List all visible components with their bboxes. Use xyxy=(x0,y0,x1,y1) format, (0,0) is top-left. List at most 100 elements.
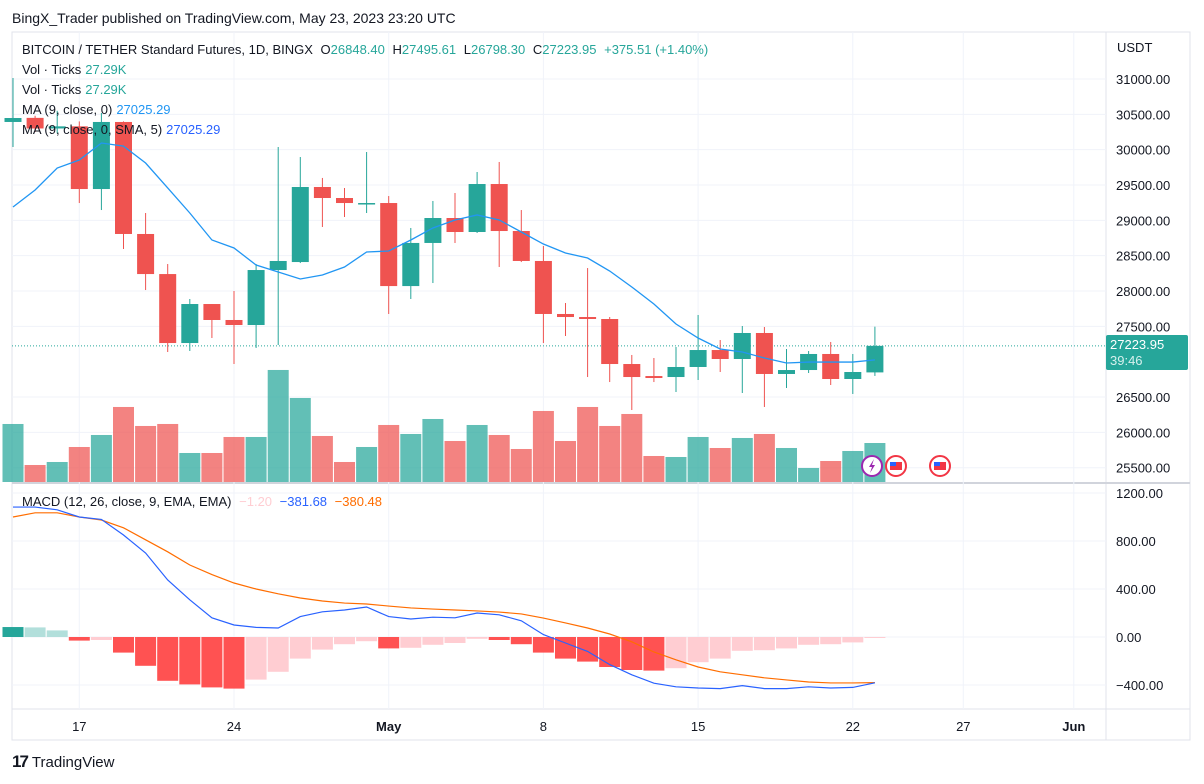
ma-legend-2[interactable]: MA (9, close, 0, SMA, 5) 27025.29 xyxy=(22,122,224,137)
vol-label: Vol · Ticks xyxy=(22,62,82,77)
macd-histogram-bar xyxy=(488,637,510,640)
macd-histogram-bar xyxy=(267,637,289,672)
volume-bar xyxy=(334,461,355,482)
price-tick-label: 26000.00 xyxy=(1116,425,1170,440)
volume-bar xyxy=(532,410,554,482)
currency-label: USDT xyxy=(1117,40,1153,55)
macd-histogram-bar xyxy=(135,637,157,666)
volume-bar xyxy=(90,434,112,482)
macd-histogram-bar xyxy=(356,637,378,642)
macd-histogram-bar xyxy=(621,637,643,670)
macd-histogram-bar xyxy=(311,637,333,650)
candle-body xyxy=(269,260,287,271)
price-tick-label: 30000.00 xyxy=(1116,143,1170,158)
macd-histogram-bar xyxy=(2,627,24,637)
bar-countdown: 39:46 xyxy=(1110,353,1143,368)
price-tick-label: 26500.00 xyxy=(1116,390,1170,405)
volume-bar xyxy=(378,424,400,482)
macd-tick-label: 400.00 xyxy=(1116,582,1156,597)
publish-line: BingX_Trader published on TradingView.co… xyxy=(12,10,456,26)
volume-bar xyxy=(510,448,532,482)
macd-label: MACD (12, 26, close, 9, EMA, EMA) xyxy=(22,494,232,509)
macd-histogram-bar xyxy=(665,637,687,669)
volume-bar xyxy=(753,433,775,482)
candle-body xyxy=(490,184,508,232)
volume-bar xyxy=(400,433,422,482)
macd-tick-label: 0.00 xyxy=(1116,630,1141,645)
macd-legend[interactable]: MACD (12, 26, close, 9, EMA, EMA) −1.20 … xyxy=(22,494,386,509)
price-tick-label: 28500.00 xyxy=(1116,249,1170,264)
volume-bar xyxy=(201,452,223,482)
candle-body xyxy=(92,121,110,190)
ma-line xyxy=(12,142,875,364)
close-label: C xyxy=(532,42,543,57)
vol-value: 27.29K xyxy=(85,62,127,77)
ma-value: 27025.29 xyxy=(166,122,221,137)
close-value: 27223.95 xyxy=(542,42,597,57)
candle-body xyxy=(866,345,884,373)
macd-histogram-bar xyxy=(113,637,134,653)
symbol-title[interactable]: BITCOIN / TETHER Standard Futures, 1D, B… xyxy=(22,42,313,57)
volume-bar xyxy=(444,440,466,482)
volume-bar xyxy=(311,435,333,482)
volume-bar xyxy=(2,423,24,482)
macd-histogram-bar xyxy=(24,627,46,637)
candle-body xyxy=(755,332,773,374)
time-tick-label: 8 xyxy=(540,719,547,734)
macd-histogram-bar xyxy=(444,637,466,643)
low-value: 26798.30 xyxy=(471,42,526,57)
volume-bar xyxy=(820,460,842,482)
macd-histogram-bar xyxy=(90,637,112,640)
macd-histogram-bar xyxy=(201,637,223,688)
macd-histogram-bar xyxy=(798,637,820,645)
volume-bar xyxy=(555,440,576,482)
price-tick-label: 30500.00 xyxy=(1116,107,1170,122)
macd-histogram-bar xyxy=(179,637,201,685)
macd-histogram-bar xyxy=(68,637,90,641)
macd-histogram-bar xyxy=(753,637,775,651)
price-tick-label: 31000.00 xyxy=(1116,72,1170,87)
macd-tick-label: 800.00 xyxy=(1116,534,1156,549)
brand-name: TradingView xyxy=(31,753,115,771)
candle-body xyxy=(468,184,486,233)
macd-line xyxy=(13,506,876,690)
time-tick-label: 24 xyxy=(227,719,241,734)
tv-logo-icon: 17 xyxy=(12,752,29,771)
candle-body xyxy=(579,317,597,319)
candle-body xyxy=(115,121,132,234)
volume-bar xyxy=(356,446,378,482)
candle-body xyxy=(181,304,199,344)
macd-value: −381.68 xyxy=(279,494,328,509)
high-value: 27495.61 xyxy=(401,42,457,57)
candle-body xyxy=(557,313,574,318)
candle-body xyxy=(70,126,88,190)
candle-body xyxy=(358,203,376,205)
volume-bar xyxy=(665,456,687,482)
macd-histogram-bar xyxy=(422,637,444,645)
last-price: 27223.95 xyxy=(1110,337,1165,352)
candle-body xyxy=(667,366,685,378)
candle-body xyxy=(711,350,729,359)
ma-legend-1[interactable]: MA (9, close, 0) 27025.29 xyxy=(22,102,175,117)
candle-body xyxy=(424,218,442,243)
volume-bar xyxy=(135,425,157,482)
candle-body xyxy=(623,364,641,378)
volume-bar xyxy=(245,436,267,482)
volume-bar xyxy=(24,464,46,482)
volume-bar xyxy=(223,436,245,482)
volume-legend-2[interactable]: Vol · Ticks 27.29K xyxy=(22,82,130,97)
candle-body xyxy=(313,186,331,199)
main-legend: BITCOIN / TETHER Standard Futures, 1D, B… xyxy=(22,42,712,57)
candle-body xyxy=(247,270,265,326)
tradingview-logo[interactable]: 17 TradingView xyxy=(12,752,114,772)
time-tick-label: 27 xyxy=(956,719,970,734)
candle-body xyxy=(733,332,751,359)
volume-bar xyxy=(179,452,201,482)
macd-hist-value: −1.20 xyxy=(239,494,273,509)
volume-legend-1[interactable]: Vol · Ticks 27.29K xyxy=(22,62,130,77)
time-tick-label: 22 xyxy=(846,719,860,734)
volume-bar xyxy=(599,425,621,482)
volume-bar xyxy=(643,455,665,482)
candle-body xyxy=(778,370,795,374)
